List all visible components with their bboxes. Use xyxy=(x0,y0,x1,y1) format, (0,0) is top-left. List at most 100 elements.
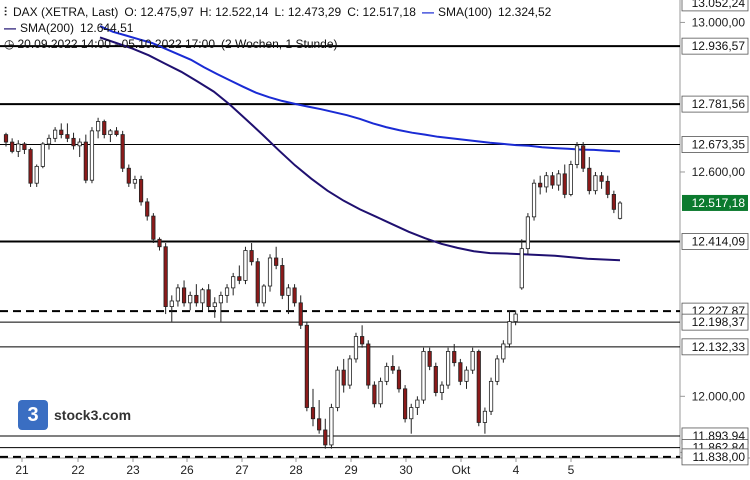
sma100-line xyxy=(99,25,621,153)
sma100-label: SMA(100) xyxy=(437,5,492,19)
sma200-value: 12.644,51 xyxy=(80,21,134,35)
last-price-label: 12.517,18 xyxy=(692,196,746,210)
candle-up xyxy=(513,313,518,322)
candle-up xyxy=(224,287,230,296)
candle-up xyxy=(409,407,414,420)
candle-down xyxy=(427,351,432,367)
candle-up xyxy=(132,179,138,184)
candle-down xyxy=(550,175,555,186)
sma200-info-line: — SMA(200) 12.644,51 xyxy=(4,21,139,36)
candle-down xyxy=(341,369,346,386)
x-tick-label: 22 xyxy=(71,463,85,477)
stock3-logo[interactable]: 3 stock3.com xyxy=(18,400,131,430)
candle-up xyxy=(188,294,193,304)
candle-up xyxy=(421,351,426,401)
x-tick-label: 26 xyxy=(180,463,194,477)
x-tick-label: 23 xyxy=(126,463,140,477)
candle-down xyxy=(323,429,328,446)
sma100-value: 12.324,52 xyxy=(497,5,552,19)
candle-down xyxy=(581,145,586,169)
x-tick-label: 27 xyxy=(235,463,249,477)
level-label-box xyxy=(681,233,749,250)
candle-up xyxy=(556,173,561,186)
y-tick-label: 12.600,00 xyxy=(692,165,746,179)
level-label: 12.936,57 xyxy=(692,39,746,53)
candle-up xyxy=(77,141,82,147)
candle-down xyxy=(396,369,402,390)
sma200-swatch: — xyxy=(4,21,16,35)
close-value: C: 12.517,18 xyxy=(347,5,416,19)
x-tick-label: 29 xyxy=(344,463,358,477)
candle-down xyxy=(280,265,285,296)
level-label-box xyxy=(681,37,749,55)
candle-down xyxy=(249,250,254,263)
level-label-box xyxy=(681,313,749,331)
ohlc-info-line: ⫶ DAX (XETRA, Last) O: 12.475,97 H: 12.522,… xyxy=(4,5,557,20)
candle-down xyxy=(71,137,76,147)
candle-up xyxy=(617,202,623,219)
candle-down xyxy=(126,167,131,184)
x-tick-label: 28 xyxy=(289,463,303,477)
candle-down xyxy=(599,175,604,182)
candle-up xyxy=(286,287,291,296)
candle-down xyxy=(538,182,543,188)
candle-down xyxy=(10,141,15,152)
candle-down xyxy=(120,134,125,169)
candle-up xyxy=(347,358,352,386)
level-label: 12.673,35 xyxy=(692,138,746,152)
candle-down xyxy=(65,134,70,139)
candle-up xyxy=(574,145,580,165)
candle-down xyxy=(304,324,309,408)
candle-down xyxy=(237,276,242,281)
candle-up xyxy=(243,250,248,281)
candle-down xyxy=(403,388,408,420)
candle-up xyxy=(175,287,181,302)
candle-up xyxy=(34,165,39,184)
level-label-box xyxy=(681,136,749,153)
candle-down xyxy=(360,336,365,345)
level-label-box xyxy=(681,338,749,356)
candle-up xyxy=(46,137,52,145)
candle-down xyxy=(255,261,260,304)
candle-down xyxy=(157,238,162,248)
level-label: 13.052,24 xyxy=(692,0,746,10)
candle-up xyxy=(519,248,524,289)
candle-down xyxy=(114,130,119,135)
candle-up xyxy=(169,300,174,307)
level-label-box xyxy=(681,95,749,113)
chart-period: (2 Wochen, 1 Stunde) xyxy=(221,37,338,51)
range-info-line: ◷ 20.09.2022 14:00 - 05.10.2022 17:00 (2 W… xyxy=(4,37,344,52)
date-range: 20.09.2022 14:00 - 05.10.2022 17:00 xyxy=(17,37,215,51)
candle-up xyxy=(16,143,21,152)
low-value: L: 12.473,29 xyxy=(274,5,342,19)
sma200-label: SMA(200) xyxy=(20,21,75,35)
candle-down xyxy=(372,384,377,405)
candle-down xyxy=(163,246,168,307)
level-label: 11.838,00 xyxy=(693,450,746,464)
candle-down xyxy=(433,365,438,393)
candle-up xyxy=(568,164,573,195)
candle-down xyxy=(181,287,187,304)
x-tick-label: 21 xyxy=(15,463,29,477)
candle-up xyxy=(507,321,512,345)
candle-down xyxy=(317,418,322,431)
candle-up xyxy=(531,182,537,218)
candle-up xyxy=(501,343,506,360)
candle-up xyxy=(378,380,383,405)
candle-down xyxy=(206,289,211,307)
level-label: 12.132,33 xyxy=(692,340,746,354)
candle-up xyxy=(40,143,45,167)
candle-down xyxy=(298,302,303,326)
candle-up xyxy=(267,257,273,287)
candle-down xyxy=(476,351,481,423)
x-tick-label: 5 xyxy=(568,463,575,477)
level-label: 12.414,09 xyxy=(692,234,746,248)
candle-down xyxy=(274,257,279,266)
candle-down xyxy=(366,343,371,386)
candle-up xyxy=(329,407,334,446)
x-tick-label: 4 xyxy=(513,463,520,477)
clock-icon: ◷ xyxy=(4,37,15,51)
bar-icon: ⫶ xyxy=(4,5,8,19)
candle-down xyxy=(28,149,33,184)
